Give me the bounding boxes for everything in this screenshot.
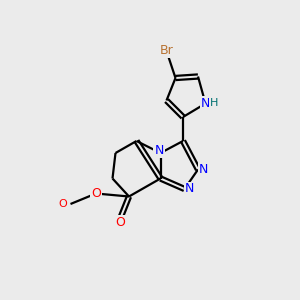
Text: N: N xyxy=(201,97,210,110)
Text: Br: Br xyxy=(160,44,173,58)
Text: N: N xyxy=(154,143,164,157)
Text: H: H xyxy=(210,98,219,109)
Text: N: N xyxy=(185,182,195,196)
Text: O: O xyxy=(115,215,125,229)
Text: O: O xyxy=(59,199,68,209)
Text: O: O xyxy=(91,187,101,200)
Text: N: N xyxy=(199,163,208,176)
